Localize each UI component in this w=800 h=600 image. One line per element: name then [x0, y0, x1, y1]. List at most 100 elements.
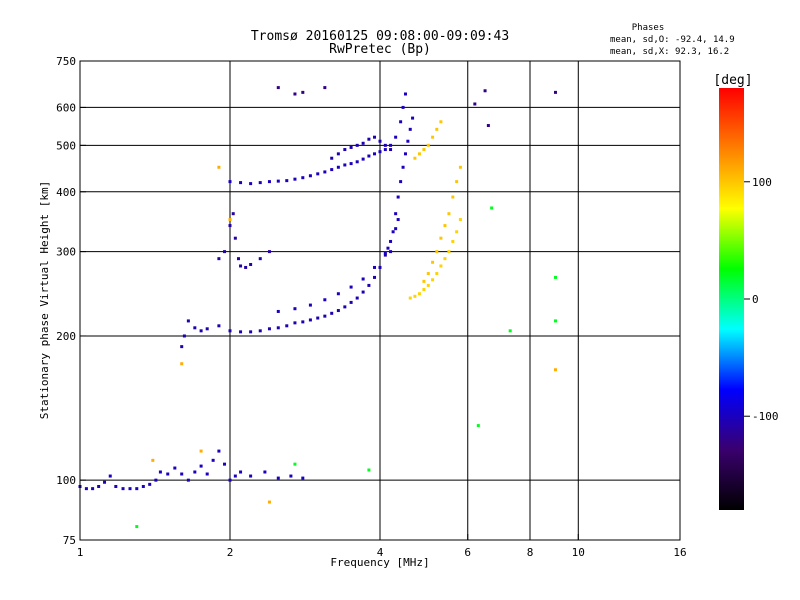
data-point — [553, 275, 557, 279]
data-point — [391, 230, 395, 234]
data-point — [508, 329, 512, 333]
data-point — [301, 476, 305, 480]
data-point — [228, 478, 232, 482]
data-point — [231, 212, 235, 216]
data-point — [263, 470, 267, 474]
data-point — [166, 472, 170, 476]
data-point — [426, 283, 430, 287]
data-point — [233, 236, 237, 240]
data-point — [408, 296, 412, 300]
colorbar-ticks: 100 0 -100 — [744, 176, 779, 423]
colorbar-tick-label: 100 — [752, 176, 772, 189]
y-tick-label: 200 — [56, 330, 76, 343]
data-point — [361, 141, 365, 145]
data-point — [135, 487, 139, 491]
data-point — [249, 182, 253, 186]
data-point — [205, 327, 209, 331]
data-point — [349, 285, 353, 289]
stats-line-o: mean, sd,O: -92.4, 14.9 — [610, 35, 735, 45]
data-point — [455, 180, 459, 184]
data-point — [361, 290, 365, 294]
y-tick-label: 75 — [63, 534, 76, 547]
data-point — [458, 218, 462, 222]
data-point — [249, 262, 253, 266]
data-point — [355, 143, 359, 147]
chart-subtitle: RwPretec (Bp) — [329, 42, 431, 57]
colorbar — [719, 88, 744, 510]
stats-heading: Phases — [632, 23, 665, 33]
data-point — [411, 116, 415, 120]
stats-line-x: mean, sd,X: 92.3, 16.2 — [610, 47, 729, 57]
y-tick-label: 300 — [56, 246, 76, 259]
x-axis-label: Frequency [MHz] — [330, 556, 429, 569]
data-point — [301, 90, 305, 94]
data-point — [323, 298, 327, 302]
data-point — [330, 311, 334, 315]
data-point — [158, 470, 162, 474]
data-point — [228, 329, 232, 333]
data-point — [383, 251, 387, 255]
data-point — [316, 172, 320, 176]
data-point — [258, 181, 262, 185]
chart-title: Tromsø 20160125 09:08:00-09:09:43 — [251, 29, 509, 44]
data-point — [435, 127, 439, 131]
data-point — [439, 236, 443, 240]
data-point — [285, 179, 289, 183]
data-point — [249, 474, 253, 478]
data-point — [383, 148, 387, 152]
data-point — [553, 319, 557, 323]
data-point — [490, 206, 494, 210]
data-point — [108, 474, 112, 478]
data-point — [323, 170, 327, 174]
data-point — [396, 195, 400, 199]
data-point — [367, 283, 371, 287]
data-point — [336, 309, 340, 313]
data-point — [349, 162, 353, 166]
data-point — [435, 272, 439, 276]
data-point — [217, 324, 221, 328]
data-point — [228, 218, 232, 222]
data-point — [355, 160, 359, 164]
colorbar-tick-label: 0 — [752, 293, 759, 306]
data-point — [330, 156, 334, 160]
data-point — [361, 157, 365, 161]
grid-lines — [80, 61, 680, 540]
data-point — [373, 152, 377, 156]
data-point — [308, 318, 312, 322]
y-tick-label: 600 — [56, 101, 76, 114]
data-point — [211, 458, 215, 462]
data-point — [293, 177, 297, 181]
data-point — [258, 329, 262, 333]
y-tick-label: 100 — [56, 474, 76, 487]
data-point — [308, 303, 312, 307]
x-axis-ticks: 1 2 4 6 8 10 16 — [77, 534, 687, 559]
data-point — [343, 148, 347, 152]
data-point — [103, 480, 107, 484]
data-point — [173, 466, 177, 470]
data-point — [301, 176, 305, 180]
data-point — [451, 195, 455, 199]
data-point — [458, 165, 462, 169]
x-tick-label: 4 — [377, 546, 384, 559]
data-point — [217, 165, 221, 169]
data-point — [121, 487, 125, 491]
data-point — [293, 321, 297, 325]
data-point — [289, 474, 293, 478]
data-point — [439, 120, 443, 124]
data-point — [301, 320, 305, 324]
data-point — [141, 484, 145, 488]
data-point — [182, 334, 186, 338]
data-point — [401, 105, 405, 109]
data-point — [180, 472, 184, 476]
data-point — [408, 127, 412, 131]
data-point — [276, 179, 280, 183]
data-point — [394, 135, 398, 139]
y-tick-label: 400 — [56, 186, 76, 199]
data-point — [236, 257, 240, 261]
data-point — [422, 288, 426, 292]
data-point — [443, 224, 447, 228]
data-point — [148, 482, 152, 486]
data-point — [401, 165, 405, 169]
data-point — [233, 474, 237, 478]
data-point — [276, 326, 280, 330]
